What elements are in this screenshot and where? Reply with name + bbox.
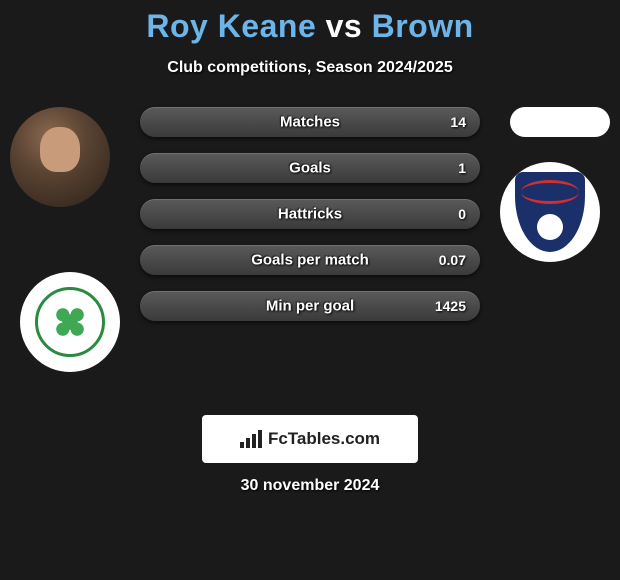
stat-row-goals: Goals 1 [140, 153, 480, 183]
stat-row-hattricks: Hattricks 0 [140, 199, 480, 229]
stat-value: 1 [458, 160, 466, 176]
stat-value: 1425 [435, 298, 466, 314]
stat-label: Min per goal [266, 298, 354, 315]
stat-label: Goals per match [251, 252, 369, 269]
player2-avatar [510, 107, 610, 137]
player1-name: Roy Keane [146, 8, 316, 44]
stat-row-goals-per-match: Goals per match 0.07 [140, 245, 480, 275]
stat-row-matches: Matches 14 [140, 107, 480, 137]
page-title: Roy Keane vs Brown [0, 0, 620, 45]
stat-label: Matches [280, 114, 340, 131]
stats-area: Matches 14 Goals 1 Hattricks 0 Goals per… [0, 107, 620, 387]
stat-value: 14 [450, 114, 466, 130]
player1-club-crest [20, 272, 120, 372]
player1-avatar [10, 107, 110, 207]
vs-text: vs [326, 8, 363, 44]
bar-chart-icon [240, 430, 262, 448]
stat-label: Hattricks [278, 206, 342, 223]
fctables-logo[interactable]: FcTables.com [202, 415, 418, 463]
footer-date: 30 november 2024 [0, 477, 620, 495]
player2-name: Brown [372, 8, 474, 44]
fctables-brand-text: FcTables.com [268, 429, 380, 449]
player2-club-crest [500, 162, 600, 262]
stat-value: 0.07 [439, 252, 466, 268]
stat-value: 0 [458, 206, 466, 222]
subtitle: Club competitions, Season 2024/2025 [0, 59, 620, 77]
stat-bars: Matches 14 Goals 1 Hattricks 0 Goals per… [140, 107, 480, 337]
stat-label: Goals [289, 160, 331, 177]
stat-row-min-per-goal: Min per goal 1425 [140, 291, 480, 321]
